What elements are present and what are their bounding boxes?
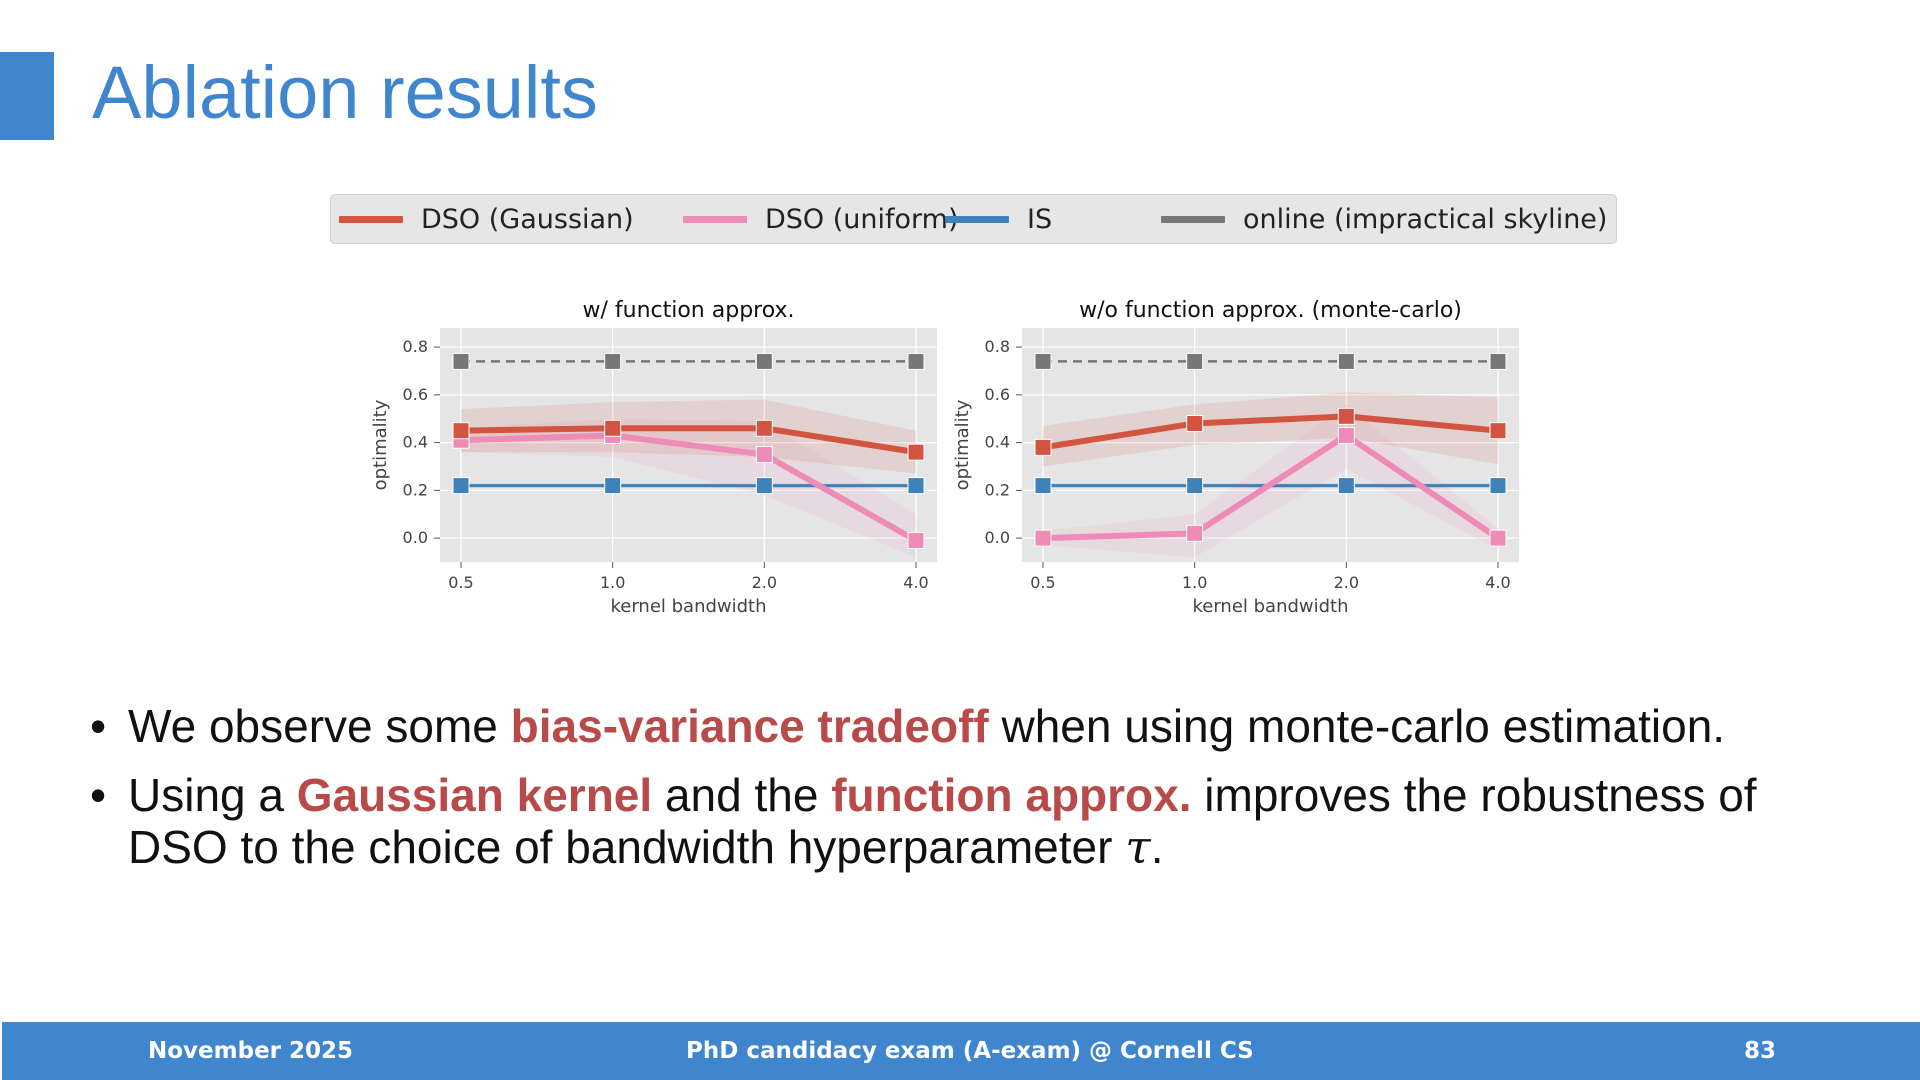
bullet-item: • Using a Gaussian kernel and the functio… [90, 769, 1850, 873]
data-point [907, 443, 925, 461]
series-line [1042, 413, 1499, 451]
footer: November 2025 PhD candidacy exam (A-exam… [2, 1022, 1920, 1080]
bullet-text: and the [652, 769, 832, 821]
x-tick-label: 0.5 [1030, 573, 1055, 592]
highlighted-text: bias-variance tradeoff [510, 700, 989, 752]
data-point [907, 477, 925, 495]
data-point [1489, 529, 1507, 547]
x-tick-label: 1.0 [1182, 573, 1207, 592]
footer-page-number: 83 [1743, 1038, 1776, 1064]
x-tick-label: 2.0 [752, 573, 777, 592]
data-point [1034, 477, 1052, 495]
x-tick-label: 2.0 [1334, 573, 1359, 592]
data-point [1034, 438, 1052, 456]
data-point [1489, 477, 1507, 495]
charts-svg: w/ function approx. 0.0 0.2 0.4 0.6 0.8 0.5 1.0… [370, 298, 1519, 617]
data-point [1186, 524, 1204, 542]
legend-item: IS [945, 195, 1052, 243]
x-axis-label: kernel bandwidth [1192, 596, 1348, 617]
legend-swatch [339, 215, 403, 223]
bullet-symbol: • [90, 700, 107, 752]
data-point [604, 419, 622, 437]
bullet-item: • We observe some bias-variance tradeoff … [90, 700, 1850, 752]
legend-swatch [945, 215, 1009, 223]
x-tick-label: 1.0 [600, 573, 625, 592]
highlighted-text: Gaussian kernel [296, 769, 653, 821]
y-tick-label: 0.0 [985, 528, 1010, 547]
legend-item: DSO (uniform) [683, 195, 959, 243]
y-tick-label: 0.8 [985, 337, 1010, 356]
chart-legend: DSO (Gaussian) DSO (uniform) IS online (imp… [330, 194, 1617, 244]
data-point [1186, 352, 1204, 370]
data-point [1337, 407, 1355, 425]
confidence-band [1043, 392, 1498, 467]
data-point [1034, 529, 1052, 547]
data-point [1489, 422, 1507, 440]
legend-swatch [1161, 215, 1225, 223]
highlighted-text: function approx. [831, 769, 1192, 821]
legend-label: IS [1027, 203, 1053, 235]
legend-label: online (impractical skyline) [1243, 203, 1608, 235]
y-axis-label: optimality [952, 399, 973, 490]
data-point [452, 352, 470, 370]
y-tick-label: 0.8 [403, 337, 428, 356]
data-point [1034, 352, 1052, 370]
plot-background [1022, 328, 1519, 562]
data-point [1489, 352, 1507, 370]
confidence-band [1043, 404, 1498, 558]
y-tick-label: 0.6 [985, 385, 1010, 404]
data-point [452, 422, 470, 440]
series-line [460, 432, 918, 544]
data-point [755, 477, 773, 495]
y-tick-label: 0.6 [403, 385, 428, 404]
footer-date: November 2025 [148, 1038, 354, 1064]
y-tick-label: 0.0 [403, 528, 428, 547]
confidence-band [461, 418, 916, 558]
data-point [1186, 415, 1204, 433]
legend-item: DSO (Gaussian) [339, 195, 634, 243]
series-line [460, 425, 917, 456]
y-axis-label: optimality [370, 399, 391, 490]
legend-label: DSO (uniform) [765, 203, 959, 235]
slide-title: Ablation results [92, 51, 598, 134]
data-point [755, 446, 773, 464]
y-tick-label: 0.2 [985, 480, 1010, 499]
y-tick-label: 0.4 [403, 433, 428, 452]
series-line [1042, 432, 1500, 542]
bullet-list: • We observe some bias-variance tradeoff … [90, 700, 1850, 890]
data-point [1337, 477, 1355, 495]
chart-title: w/o function approx. (monte-carlo) [1079, 298, 1462, 323]
x-tick-label: 4.0 [903, 573, 928, 592]
y-tick-label: 0.2 [403, 480, 428, 499]
x-axis-label: kernel bandwidth [610, 596, 766, 617]
bullet-symbol: • [90, 769, 107, 821]
math-symbol: τ [1125, 820, 1151, 874]
data-point [755, 352, 773, 370]
data-point [907, 352, 925, 370]
data-point [604, 352, 622, 370]
chart-title: w/ function approx. [582, 298, 794, 323]
bullet-text: Using a [128, 769, 297, 821]
data-point [604, 477, 622, 495]
data-point [452, 477, 470, 495]
x-tick-label: 4.0 [1485, 573, 1510, 592]
legend-item: online (impractical skyline) [1161, 195, 1607, 243]
legend-label: DSO (Gaussian) [421, 203, 634, 235]
footer-title: PhD candidacy exam (A-exam) @ Cornell CS [686, 1038, 1254, 1064]
bullet-text: improves the robustness of DSO to the ch… [128, 769, 1757, 873]
title-accent-bar [0, 52, 54, 140]
bullet-text: when using monte-carlo estimation. [988, 700, 1726, 752]
legend-swatch [683, 215, 747, 223]
confidence-band [461, 399, 916, 474]
data-point [907, 532, 925, 550]
data-point [1337, 352, 1355, 370]
x-tick-label: 0.5 [448, 573, 473, 592]
data-point [1186, 477, 1204, 495]
data-point [1337, 426, 1355, 444]
data-point [755, 419, 773, 437]
bullet-text: We observe some [128, 700, 511, 752]
bullet-text: . [1150, 821, 1164, 873]
y-tick-label: 0.4 [985, 433, 1010, 452]
